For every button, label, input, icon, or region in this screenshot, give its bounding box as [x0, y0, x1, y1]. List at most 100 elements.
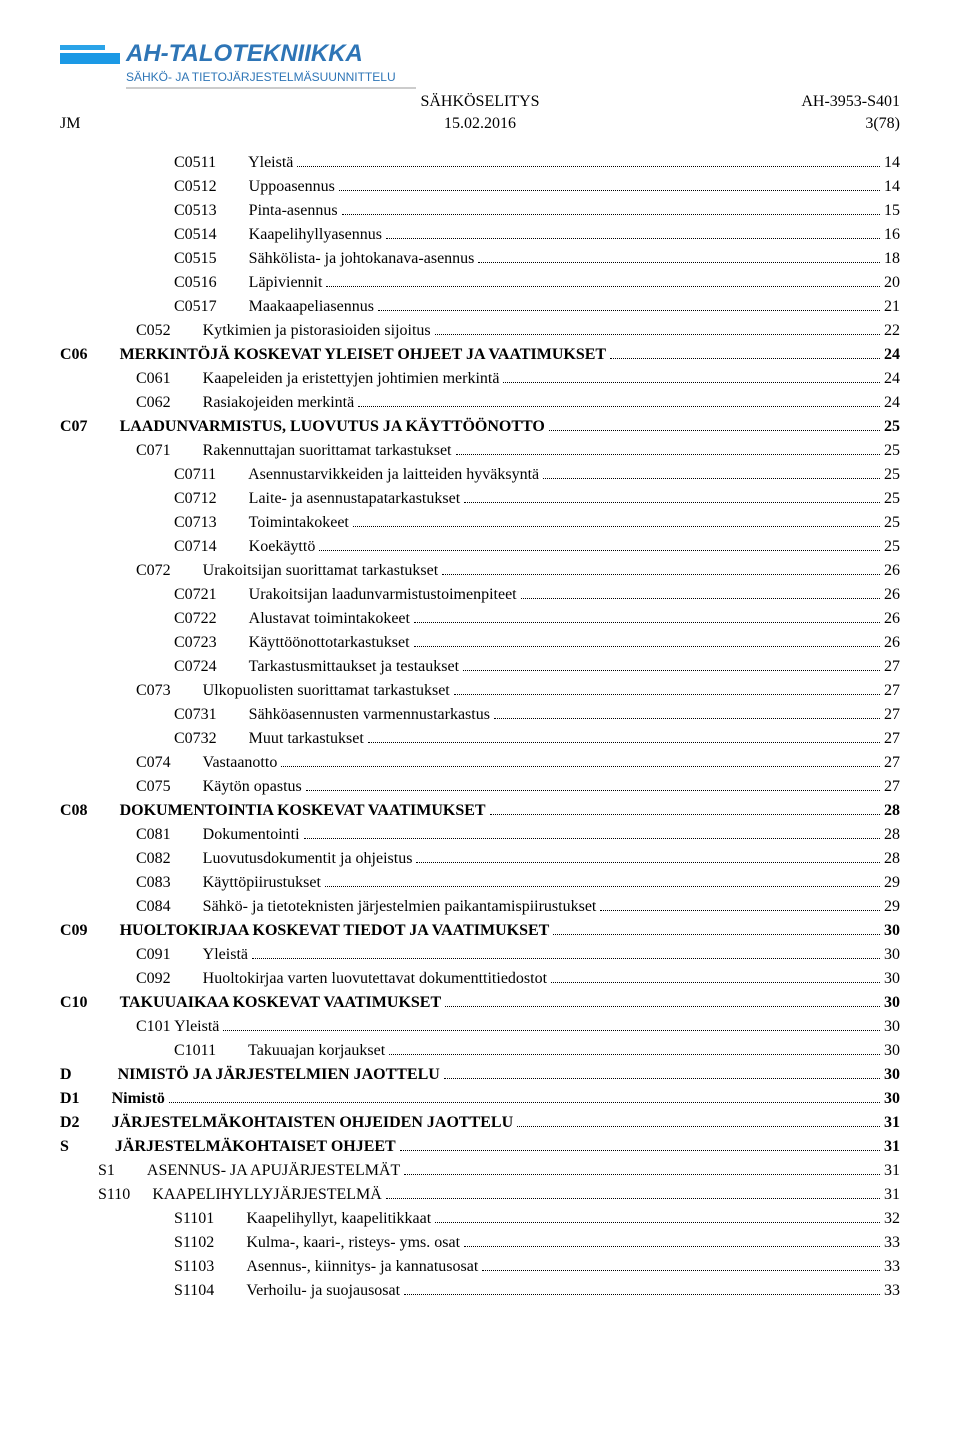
toc-code: C091: [136, 943, 171, 967]
toc-entry[interactable]: C081Dokumentointi28: [60, 823, 900, 847]
toc-entry[interactable]: C074Vastaanotto27: [60, 751, 900, 775]
toc-page: 31: [884, 1135, 900, 1159]
toc-code: C0723: [174, 631, 217, 655]
toc-page: 25: [884, 439, 900, 463]
toc-entry[interactable]: C0713Toimintakokeet25: [60, 511, 900, 535]
toc-code: C074: [136, 751, 171, 775]
toc-page: 21: [884, 295, 900, 319]
doc-title: SÄHKÖSELITYS: [340, 93, 620, 111]
toc-title: Alustavat toimintakokeet: [249, 607, 410, 631]
toc-leader-dots: [386, 1198, 880, 1199]
toc-title: Dokumentointi: [203, 823, 300, 847]
toc-entry[interactable]: C0513Pinta-asennus15: [60, 199, 900, 223]
toc-entry[interactable]: C0516Läpiviennit20: [60, 271, 900, 295]
toc-title: Yleistä: [248, 151, 293, 175]
toc-page: 33: [884, 1231, 900, 1255]
toc-entry[interactable]: C0512Uppoasennus14: [60, 175, 900, 199]
toc-entry[interactable]: C0711Asennustarvikkeiden ja laitteiden h…: [60, 463, 900, 487]
toc-entry[interactable]: C092Huoltokirjaa varten luovutettavat do…: [60, 967, 900, 991]
toc-code: S1101: [174, 1207, 214, 1231]
toc-page: 28: [884, 799, 900, 823]
toc-page: 33: [884, 1279, 900, 1303]
toc-code: C083: [136, 871, 171, 895]
toc-code: C062: [136, 391, 171, 415]
toc-page: 31: [884, 1183, 900, 1207]
toc-code: C073: [136, 679, 171, 703]
toc-title: Kaapelihyllyasennus: [249, 223, 382, 247]
toc-page: 26: [884, 583, 900, 607]
toc-entry[interactable]: DNIMISTÖ JA JÄRJESTELMIEN JAOTTELU30: [60, 1063, 900, 1087]
toc-title: Käytön opastus: [203, 775, 302, 799]
toc-entry[interactable]: C0732Muut tarkastukset27: [60, 727, 900, 751]
toc-entry[interactable]: C0515Sähkölista- ja johtokanava-asennus1…: [60, 247, 900, 271]
toc-entry[interactable]: C084 Sähkö- ja tietoteknisten järjestelmi…: [60, 895, 900, 919]
toc-code: C0513: [174, 199, 217, 223]
toc-entry[interactable]: C0511Yleistä14: [60, 151, 900, 175]
toc-entry[interactable]: C075Käytön opastus27: [60, 775, 900, 799]
toc-entry[interactable]: C06MERKINTÖJÄ KOSKEVAT YLEISET OHJEET JA…: [60, 343, 900, 367]
toc-entry[interactable]: C0712Laite- ja asennustapatarkastukset25: [60, 487, 900, 511]
toc-code: C061: [136, 367, 171, 391]
toc-entry[interactable]: S1104Verhoilu- ja suojausosat33: [60, 1279, 900, 1303]
toc-entry[interactable]: C0721Urakoitsijan laadunvarmistustoimenp…: [60, 583, 900, 607]
toc-entry[interactable]: D2JÄRJESTELMÄKOHTAISTEN OHJEIDEN JAOTTEL…: [60, 1111, 900, 1135]
toc-entry[interactable]: S1101Kaapelihyllyt, kaapelitikkaat32: [60, 1207, 900, 1231]
company-subtitle: SÄHKÖ- JA TIETOJÄRJESTELMÄSUUNNITTELU: [126, 70, 416, 89]
page-header: AH-TALOTEKNIIKKA SÄHKÖ- JA TIETOJÄRJESTE…: [60, 40, 900, 133]
toc-leader-dots: [490, 814, 880, 815]
toc-entry[interactable]: C0722 Alustavat toimintakokeet 26: [60, 607, 900, 631]
toc-entry[interactable]: S110KAAPELIHYLLYJÄRJESTELMÄ31: [60, 1183, 900, 1207]
toc-entry[interactable]: C072Urakoitsijan suorittamat tarkastukse…: [60, 559, 900, 583]
toc-code: C084: [136, 895, 171, 919]
toc-title: HUOLTOKIRJAA KOSKEVAT TIEDOT JA VAATIMUK…: [120, 919, 550, 943]
toc-entry[interactable]: C0731Sähköasennusten varmennustarkastus2…: [60, 703, 900, 727]
toc-title: Sähkö- ja tietoteknisten järjestelmien p…: [203, 895, 597, 919]
toc-code: S1102: [174, 1231, 214, 1255]
toc-title: Yleistä: [203, 943, 248, 967]
toc-leader-dots: [319, 550, 880, 551]
toc-entry[interactable]: C091Yleistä30: [60, 943, 900, 967]
toc-entry[interactable]: S1102Kulma-, kaari-, risteys- yms. osat3…: [60, 1231, 900, 1255]
toc-entry[interactable]: SJÄRJESTELMÄKOHTAISET OHJEET31: [60, 1135, 900, 1159]
toc-code: S1104: [174, 1279, 214, 1303]
toc-entry[interactable]: C07LAADUNVARMISTUS, LUOVUTUS JA KÄYTTÖÖN…: [60, 415, 900, 439]
toc-entry[interactable]: C1011Takuuajan korjaukset30: [60, 1039, 900, 1063]
toc-entry[interactable]: D1Nimistö30: [60, 1087, 900, 1111]
toc-leader-dots: [442, 574, 880, 575]
toc-code: C0714: [174, 535, 217, 559]
toc-entry[interactable]: C082Luovutusdokumentit ja ohjeistus28: [60, 847, 900, 871]
toc-leader-dots: [342, 214, 880, 215]
toc-entry[interactable]: C0724Tarkastusmittaukset ja testaukset27: [60, 655, 900, 679]
toc-code: C0731: [174, 703, 217, 727]
toc-code: C0512: [174, 175, 217, 199]
toc-leader-dots: [463, 670, 880, 671]
toc-entry[interactable]: C0723Käyttöönottotarkastukset26: [60, 631, 900, 655]
toc-code: C08: [60, 799, 88, 823]
toc-entry[interactable]: C062Rasiakojeiden merkintä24: [60, 391, 900, 415]
toc-entry[interactable]: C0714Koekäyttö25: [60, 535, 900, 559]
toc-entry[interactable]: C10TAKUUAIKAA KOSKEVAT VAATIMUKSET30: [60, 991, 900, 1015]
toc-page: 27: [884, 655, 900, 679]
toc-entry[interactable]: S1103Asennus-, kiinnitys- ja kannatusosa…: [60, 1255, 900, 1279]
toc-leader-dots: [435, 334, 880, 335]
toc-leader-dots: [464, 502, 880, 503]
doc-page-num: 3(78): [620, 115, 900, 133]
toc-entry[interactable]: C0514Kaapelihyllyasennus16: [60, 223, 900, 247]
table-of-contents: C0511Yleistä14C0512Uppoasennus14C0513Pin…: [60, 151, 900, 1303]
toc-title: Käyttöönottotarkastukset: [249, 631, 410, 655]
toc-title: Takuuajan korjaukset: [248, 1039, 385, 1063]
toc-entry[interactable]: C061Kaapeleiden ja eristettyjen johtimie…: [60, 367, 900, 391]
toc-entry[interactable]: C08DOKUMENTOINTIA KOSKEVAT VAATIMUKSET28: [60, 799, 900, 823]
toc-entry[interactable]: C052Kytkimien ja pistorasioiden sijoitus…: [60, 319, 900, 343]
toc-entry[interactable]: C0517Maakaapeliasennus21: [60, 295, 900, 319]
toc-page: 30: [884, 1063, 900, 1087]
toc-entry[interactable]: C09HUOLTOKIRJAA KOSKEVAT TIEDOT JA VAATI…: [60, 919, 900, 943]
toc-entry[interactable]: C073Ulkopuolisten suorittamat tarkastuks…: [60, 679, 900, 703]
toc-code: C0722: [174, 607, 217, 631]
toc-code: C0712: [174, 487, 217, 511]
toc-entry[interactable]: C101 Yleistä30: [60, 1015, 900, 1039]
toc-entry[interactable]: C083Käyttöpiirustukset29: [60, 871, 900, 895]
toc-page: 26: [884, 607, 900, 631]
toc-entry[interactable]: S1ASENNUS- JA APUJÄRJESTELMÄT31: [60, 1159, 900, 1183]
toc-entry[interactable]: C071Rakennuttajan suorittamat tarkastuks…: [60, 439, 900, 463]
